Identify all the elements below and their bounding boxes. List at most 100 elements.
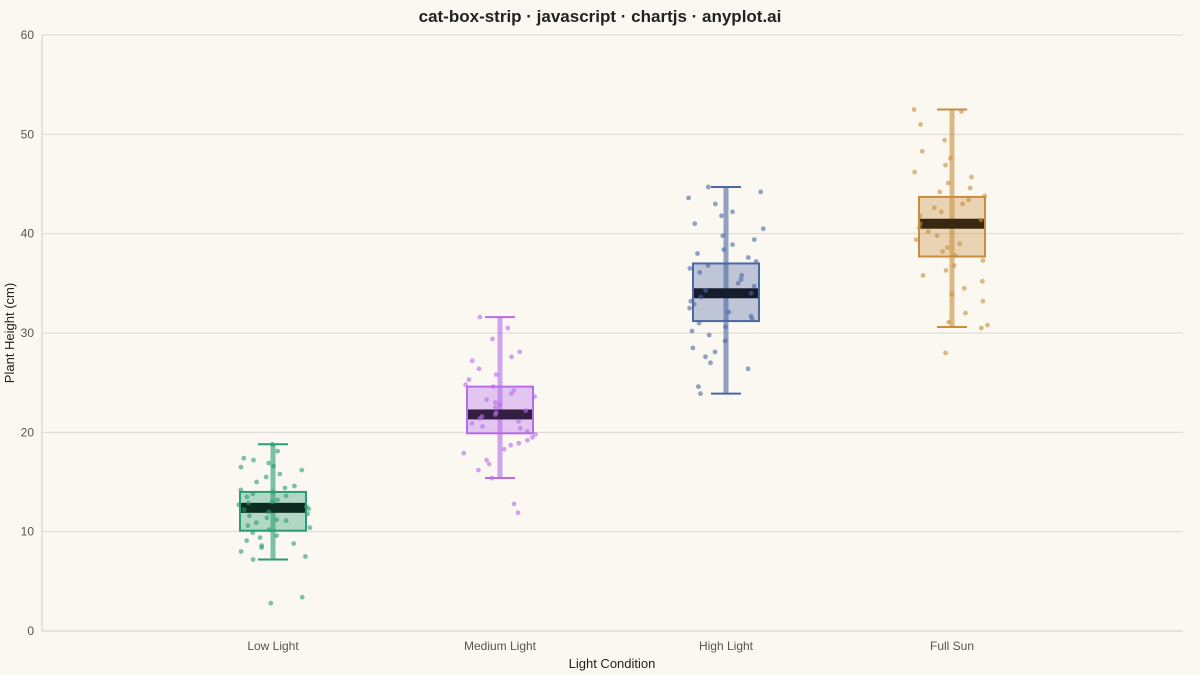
data-point xyxy=(266,527,272,533)
data-point xyxy=(712,349,718,355)
data-point xyxy=(245,523,251,529)
data-point xyxy=(753,259,759,264)
data-point xyxy=(687,266,693,271)
data-point xyxy=(463,382,468,388)
data-point xyxy=(275,497,280,503)
x-tick-label: Low Light xyxy=(247,639,299,653)
data-point xyxy=(490,336,495,342)
data-point xyxy=(751,237,757,243)
x-tick-label: Medium Light xyxy=(464,639,537,653)
data-point xyxy=(730,209,735,215)
data-point xyxy=(937,189,943,195)
data-point xyxy=(259,545,264,550)
data-point xyxy=(735,280,741,286)
data-point xyxy=(943,268,949,273)
data-point xyxy=(945,180,951,186)
data-point xyxy=(268,600,274,606)
data-point xyxy=(299,467,305,473)
data-point xyxy=(940,249,946,254)
data-point xyxy=(501,446,507,452)
data-point xyxy=(698,294,704,300)
data-point xyxy=(917,221,923,227)
data-point xyxy=(307,525,313,531)
data-point xyxy=(690,345,696,351)
data-point xyxy=(269,441,275,447)
y-tick-label: 60 xyxy=(21,28,35,42)
data-point xyxy=(283,518,289,524)
data-point xyxy=(266,460,272,466)
data-point xyxy=(270,489,276,495)
data-point xyxy=(969,174,974,180)
grid-lines xyxy=(42,34,1183,632)
data-point xyxy=(509,354,514,360)
data-point xyxy=(913,237,919,243)
data-point xyxy=(490,384,496,389)
y-axis-title: Plant Height (cm) xyxy=(2,283,17,383)
data-point xyxy=(525,437,530,443)
y-tick-label: 40 xyxy=(21,227,35,241)
data-point xyxy=(274,533,279,538)
data-point xyxy=(720,233,726,239)
data-point xyxy=(738,277,744,282)
data-point xyxy=(241,507,247,513)
data-point xyxy=(489,475,495,481)
data-point xyxy=(692,221,698,227)
data-point xyxy=(253,520,259,526)
data-point xyxy=(949,291,955,297)
data-point xyxy=(911,107,917,112)
data-point xyxy=(238,487,244,493)
x-tick-label: High Light xyxy=(699,639,754,653)
data-point xyxy=(947,155,953,161)
data-point xyxy=(492,400,498,405)
median-bar xyxy=(468,409,532,420)
data-point xyxy=(241,455,247,461)
x-axis-title: Light Condition xyxy=(569,656,656,671)
data-point xyxy=(691,301,697,307)
data-point xyxy=(480,424,485,429)
data-point xyxy=(689,328,695,334)
data-point xyxy=(957,241,962,247)
whiskers xyxy=(258,108,967,561)
data-point xyxy=(695,251,700,256)
data-point xyxy=(306,506,312,512)
data-point xyxy=(461,450,467,456)
data-point xyxy=(952,253,958,258)
data-point xyxy=(283,493,289,499)
data-point xyxy=(305,511,310,517)
data-point xyxy=(493,405,498,410)
data-point xyxy=(960,201,965,207)
data-point xyxy=(466,377,472,383)
data-point xyxy=(505,325,511,331)
data-point xyxy=(745,255,751,260)
data-point xyxy=(980,258,986,263)
data-point xyxy=(697,270,703,275)
boxes xyxy=(239,195,986,532)
y-tick-label: 30 xyxy=(21,326,35,340)
data-point xyxy=(708,360,713,366)
data-point xyxy=(925,229,931,235)
data-point xyxy=(484,397,490,402)
data-point xyxy=(698,391,703,396)
data-point xyxy=(254,479,259,485)
data-point xyxy=(726,309,732,315)
data-point xyxy=(238,464,244,470)
data-point xyxy=(250,530,256,536)
data-point xyxy=(477,314,483,320)
data-point xyxy=(477,416,483,421)
data-point xyxy=(980,298,986,304)
data-point xyxy=(236,502,242,508)
data-point xyxy=(943,162,948,168)
data-point xyxy=(246,500,251,506)
data-point xyxy=(705,184,711,190)
data-point xyxy=(524,428,530,434)
data-point xyxy=(688,298,694,304)
data-point xyxy=(282,485,288,491)
data-point xyxy=(274,517,280,523)
data-point xyxy=(721,247,727,253)
data-point xyxy=(517,426,523,431)
data-point xyxy=(751,283,757,289)
data-point xyxy=(247,513,252,519)
data-point xyxy=(938,209,944,215)
